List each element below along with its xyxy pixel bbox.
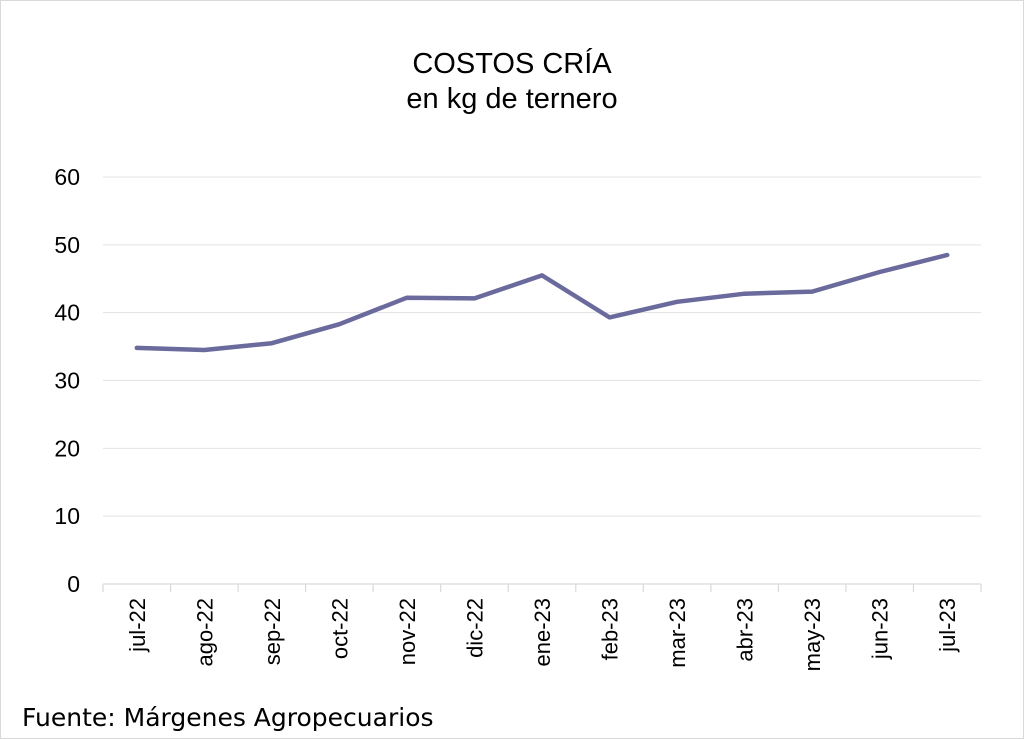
data-point	[810, 290, 814, 294]
x-tick-label: abr-23	[733, 598, 758, 662]
data-point	[337, 322, 341, 326]
x-tick-label: nov-22	[395, 598, 420, 665]
y-tick-label: 50	[54, 232, 80, 258]
x-tick-label: feb-23	[598, 598, 623, 660]
x-tick-label: jun-23	[868, 598, 893, 660]
x-axis-ticks: jul-22 ago-22 sep-22 oct-22 nov-22 dic-22 ene-…	[125, 598, 960, 671]
data-point	[405, 296, 409, 300]
y-tick-label: 30	[54, 368, 80, 394]
x-tick-label: jul-23	[935, 598, 960, 653]
chart-subtitle: en kg de ternero	[406, 83, 618, 115]
x-tick-label: ene-23	[530, 598, 555, 667]
gridlines	[103, 176, 981, 517]
data-point	[743, 292, 747, 296]
x-tick-label: oct-22	[327, 598, 352, 659]
x-tick-label: mar-23	[665, 598, 690, 668]
x-tick-label: ago-22	[192, 598, 217, 667]
data-point	[135, 346, 139, 350]
chart-title: COSTOS CRÍA	[412, 48, 612, 80]
data-point	[878, 270, 882, 274]
data-point	[540, 273, 544, 277]
y-tick-label: 20	[54, 435, 80, 461]
y-axis-ticks: 0 10 20 30 40 50 60	[54, 164, 80, 597]
data-point	[945, 253, 949, 257]
y-tick-label: 60	[54, 164, 80, 190]
x-axis	[102, 583, 982, 592]
data-point	[270, 341, 274, 345]
x-tick-label: sep-22	[260, 598, 285, 665]
x-tick-label: dic-22	[462, 598, 487, 658]
data-point	[608, 315, 612, 319]
y-tick-label: 40	[54, 300, 80, 326]
data-point	[202, 348, 206, 352]
y-tick-label: 10	[54, 503, 80, 529]
data-point	[472, 296, 476, 300]
x-tick-label: may-23	[800, 598, 825, 671]
data-point	[675, 300, 679, 304]
x-tick-label: jul-22	[125, 598, 150, 653]
y-tick-label: 0	[67, 571, 80, 597]
source-note: Fuente: Márgenes Agropecuarios	[22, 703, 434, 732]
series-line	[134, 252, 950, 353]
series-group	[134, 252, 950, 353]
